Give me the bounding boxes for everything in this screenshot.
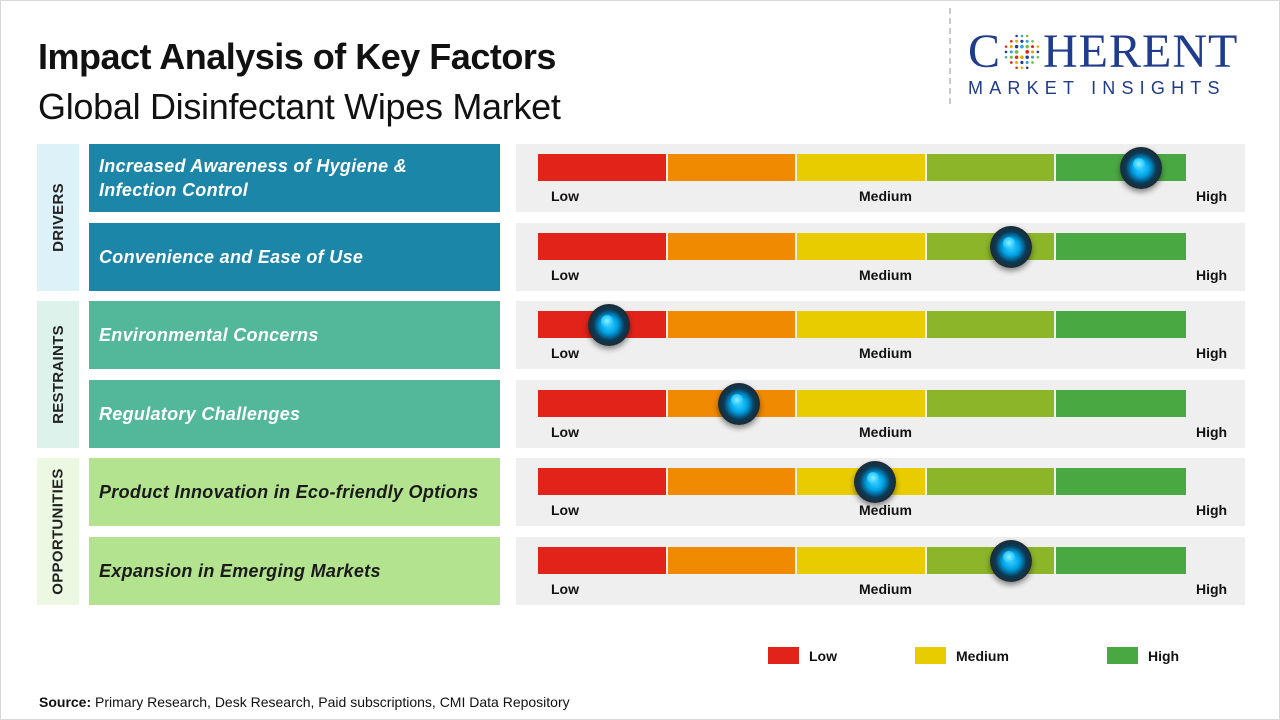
legend-label-high: High — [1148, 647, 1180, 664]
gauge-label-medium: Medium — [859, 188, 912, 204]
gauge-label-high: High — [1196, 502, 1228, 518]
page-title: Impact Analysis of Key Factors — [38, 36, 556, 77]
factor-box: Product Innovation in Eco-friendly Optio… — [89, 458, 500, 526]
impact-marker — [853, 461, 896, 503]
factor-box: Increased Awareness of Hygiene & Infecti… — [89, 144, 500, 212]
page-subtitle: Global Disinfectant Wipes Market — [38, 86, 561, 127]
source-prefix: Source: — [39, 694, 92, 710]
factor-label: Product Innovation in Eco-friendly Optio… — [99, 482, 479, 502]
gauge-label-low: Low — [551, 345, 579, 361]
gauge-label-low: Low — [551, 502, 579, 518]
gauge-segment — [1056, 311, 1186, 338]
impact-gauge: Low Medium High — [516, 536, 1245, 605]
gauge-label-high: High — [1196, 266, 1228, 283]
gauge-segment — [667, 546, 796, 574]
impact-gauge: Low Medium High — [516, 458, 1245, 526]
gauge-segment — [538, 546, 666, 574]
factor-label: Expansion in Emerging Markets — [99, 560, 381, 581]
gauge-label-medium: Medium — [859, 580, 912, 597]
gauge-label-high: High — [1196, 345, 1228, 361]
gauge-label-high: High — [1196, 188, 1228, 204]
gauge-segment — [926, 311, 1055, 338]
legend-label-medium: Medium — [956, 647, 1009, 664]
gauge-label-high: High — [1196, 423, 1228, 440]
gauge-label-medium: Medium — [859, 502, 912, 518]
impact-marker — [990, 539, 1033, 582]
gauge-segment — [538, 232, 666, 260]
gauge-segment — [667, 154, 796, 181]
gauge-segment — [797, 546, 925, 574]
legend-swatch-medium — [915, 647, 946, 664]
gauge-segment — [538, 468, 666, 495]
gauge-label-medium: Medium — [859, 423, 912, 440]
gauge-label-low: Low — [551, 423, 579, 440]
impact-marker — [588, 304, 631, 346]
gauge-segment — [538, 389, 666, 417]
gauge-label-low: Low — [551, 188, 579, 204]
legend-swatch-high — [1107, 647, 1138, 664]
gauge-segment — [926, 468, 1055, 495]
impact-gauge: Low Medium High — [516, 222, 1245, 291]
logo-globe-icon — [1004, 34, 1040, 70]
gauge-segment — [1056, 389, 1186, 417]
gauge-label-medium: Medium — [859, 266, 912, 283]
factor-label: Increased Awareness of Hygiene & Infecti… — [99, 156, 408, 200]
factor-box: Environmental Concerns — [89, 301, 500, 369]
gauge-segment — [926, 389, 1055, 417]
gauge-segment — [538, 154, 666, 181]
gauge-segment — [667, 468, 796, 495]
impact-marker — [1119, 147, 1162, 189]
gauge-segment — [667, 311, 796, 338]
category-restraints: RESTRAINTS — [37, 301, 79, 448]
gauge-label-high: High — [1196, 580, 1228, 597]
gauge-segment — [667, 232, 796, 260]
gauge-segment — [1056, 546, 1186, 574]
factor-label: Convenience and Ease of Use — [99, 246, 364, 267]
source-text: Primary Research, Desk Research, Paid su… — [91, 694, 570, 710]
category-drivers: DRIVERS — [37, 144, 79, 291]
impact-marker — [717, 382, 760, 425]
factor-box: Regulatory Challenges — [89, 379, 500, 448]
impact-gauge: Low Medium High — [516, 379, 1245, 448]
legend-label-low: Low — [809, 647, 837, 664]
factor-label: Regulatory Challenges — [99, 403, 301, 424]
category-label-opportunities: OPPORTUNITIES — [49, 468, 67, 595]
factor-label: Environmental Concerns — [99, 325, 319, 345]
gauge-segment — [797, 154, 925, 181]
legend-item-low: Low — [768, 647, 837, 664]
gauge-segment — [926, 154, 1055, 181]
legend-item-medium: Medium — [915, 647, 1009, 664]
category-label-drivers: DRIVERS — [49, 182, 67, 252]
source-note: Source: Primary Research, Desk Research,… — [39, 694, 570, 710]
gauge-label-low: Low — [551, 580, 579, 597]
gauge-label-medium: Medium — [859, 345, 912, 361]
legend-item-high: High — [1107, 647, 1179, 664]
logo-wordmark: C HERENT — [968, 25, 1239, 78]
category-opportunities: OPPORTUNITIES — [37, 458, 79, 605]
logo-tagline: MARKET INSIGHTS — [968, 78, 1226, 98]
factor-box: Convenience and Ease of Use — [89, 222, 500, 291]
gauge-segment — [797, 389, 925, 417]
gauge-segment — [1056, 468, 1186, 495]
factor-box: Expansion in Emerging Markets — [89, 536, 500, 605]
gauge-label-low: Low — [551, 266, 579, 283]
header-divider — [949, 8, 951, 104]
category-label-restraints: RESTRAINTS — [49, 324, 67, 424]
impact-marker — [990, 225, 1033, 268]
company-logo: C HERENT MARKET INSIGHTS — [968, 28, 1268, 99]
gauge-segment — [797, 311, 925, 338]
gauge-segment — [797, 232, 925, 260]
gauge-segment — [1056, 232, 1186, 260]
impact-gauge: Low Medium High — [516, 301, 1245, 369]
legend-swatch-low — [768, 647, 799, 664]
impact-gauge: Low Medium High — [516, 144, 1245, 212]
